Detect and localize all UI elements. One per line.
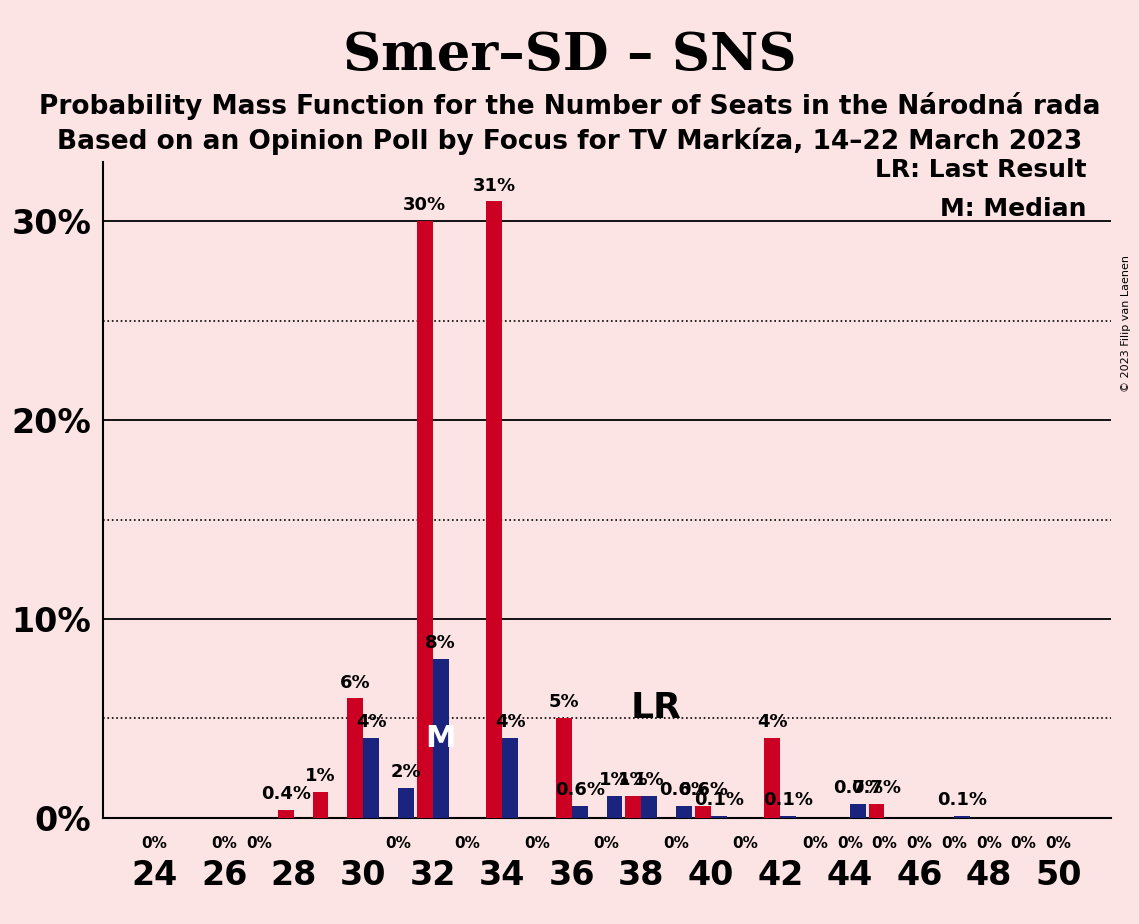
Bar bbox=[502, 738, 518, 818]
Text: © 2023 Filip van Laenen: © 2023 Filip van Laenen bbox=[1122, 255, 1131, 392]
Text: 0%: 0% bbox=[385, 835, 411, 851]
Text: 5%: 5% bbox=[549, 693, 579, 711]
Text: 0.1%: 0.1% bbox=[763, 791, 813, 808]
Text: M: M bbox=[426, 723, 456, 753]
Bar bbox=[278, 809, 294, 818]
Text: 0.7%: 0.7% bbox=[852, 779, 902, 796]
Text: 30%: 30% bbox=[403, 197, 446, 214]
Text: 0.4%: 0.4% bbox=[261, 784, 311, 803]
Text: 0%: 0% bbox=[593, 835, 620, 851]
Text: Smer–SD – SNS: Smer–SD – SNS bbox=[343, 30, 796, 81]
Text: 0%: 0% bbox=[837, 835, 862, 851]
Text: 0.1%: 0.1% bbox=[937, 791, 988, 808]
Text: 0%: 0% bbox=[732, 835, 759, 851]
Text: 0%: 0% bbox=[1046, 835, 1072, 851]
Bar bbox=[711, 816, 727, 818]
Text: 1%: 1% bbox=[305, 767, 336, 785]
Text: 1%: 1% bbox=[599, 771, 630, 789]
Text: Based on an Opinion Poll by Focus for TV Markíza, 14–22 March 2023: Based on an Opinion Poll by Focus for TV… bbox=[57, 128, 1082, 155]
Text: M: Median: M: Median bbox=[940, 198, 1087, 222]
Text: 0%: 0% bbox=[663, 835, 689, 851]
Text: 0%: 0% bbox=[454, 835, 481, 851]
Text: 31%: 31% bbox=[473, 176, 516, 195]
Text: 0%: 0% bbox=[141, 835, 167, 851]
Bar bbox=[607, 796, 622, 818]
Bar bbox=[363, 738, 379, 818]
Text: 4%: 4% bbox=[495, 713, 525, 731]
Bar bbox=[780, 816, 796, 818]
Text: LR: LR bbox=[631, 691, 682, 725]
Bar bbox=[572, 806, 588, 818]
Bar bbox=[641, 796, 657, 818]
Text: 0.1%: 0.1% bbox=[694, 791, 744, 808]
Text: 0%: 0% bbox=[802, 835, 828, 851]
Text: 0%: 0% bbox=[524, 835, 550, 851]
Text: 4%: 4% bbox=[355, 713, 386, 731]
Bar bbox=[954, 816, 970, 818]
Bar bbox=[556, 718, 572, 818]
Text: 2%: 2% bbox=[391, 763, 421, 781]
Bar bbox=[433, 659, 449, 818]
Text: 8%: 8% bbox=[425, 634, 456, 651]
Text: 0%: 0% bbox=[211, 835, 237, 851]
Text: 0.6%: 0.6% bbox=[659, 781, 710, 799]
Text: 0%: 0% bbox=[871, 835, 898, 851]
Text: 0%: 0% bbox=[976, 835, 1002, 851]
Bar bbox=[764, 738, 780, 818]
Bar bbox=[625, 796, 641, 818]
Bar bbox=[869, 804, 884, 818]
Bar bbox=[677, 806, 691, 818]
Text: 1%: 1% bbox=[618, 771, 648, 789]
Text: 0.7%: 0.7% bbox=[833, 779, 883, 796]
Bar bbox=[850, 804, 866, 818]
Text: 1%: 1% bbox=[634, 771, 664, 789]
Bar bbox=[695, 806, 711, 818]
Bar bbox=[347, 699, 363, 818]
Bar bbox=[399, 788, 413, 818]
Bar bbox=[417, 222, 433, 818]
Text: 0.6%: 0.6% bbox=[678, 781, 728, 799]
Text: 0%: 0% bbox=[941, 835, 967, 851]
Text: 0%: 0% bbox=[246, 835, 272, 851]
Text: 6%: 6% bbox=[339, 674, 370, 691]
Text: Probability Mass Function for the Number of Seats in the Národná rada: Probability Mass Function for the Number… bbox=[39, 92, 1100, 120]
Text: 0%: 0% bbox=[907, 835, 933, 851]
Bar bbox=[312, 792, 328, 818]
Text: 4%: 4% bbox=[757, 713, 788, 731]
Text: 0.6%: 0.6% bbox=[555, 781, 605, 799]
Text: 0%: 0% bbox=[1010, 835, 1036, 851]
Bar bbox=[486, 201, 502, 818]
Text: LR: Last Result: LR: Last Result bbox=[875, 158, 1087, 182]
